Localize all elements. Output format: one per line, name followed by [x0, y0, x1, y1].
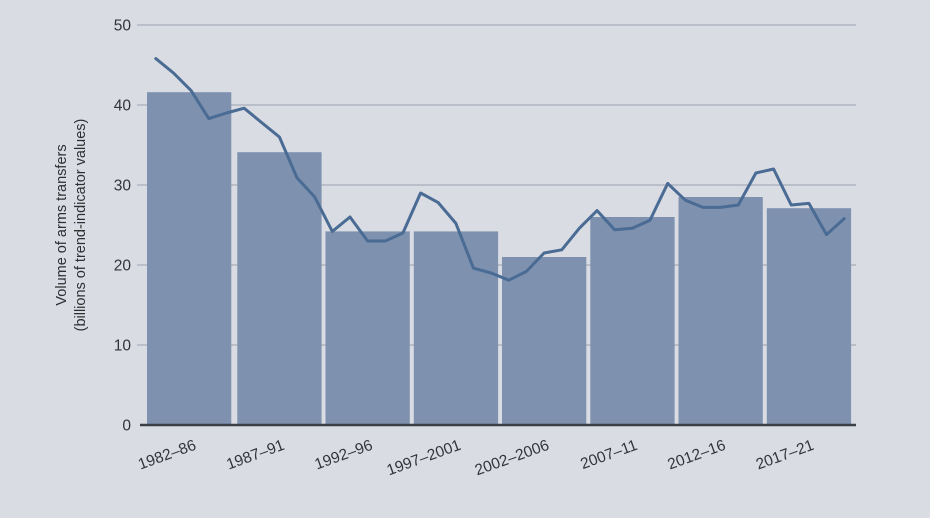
y-tick-label: 20: [114, 258, 132, 275]
y-tick-label: 30: [114, 178, 132, 195]
x-tick-label: 2012–16: [665, 437, 728, 474]
bar: [237, 152, 322, 425]
y-axis-title-line1: Volume of arms transfers: [54, 144, 70, 306]
x-tick-label: 1992–96: [312, 437, 375, 474]
x-tick-label: 1982–86: [136, 437, 199, 474]
bar: [325, 231, 410, 425]
bar: [678, 197, 763, 425]
x-tick-label: 1997–2001: [385, 437, 464, 480]
x-tick-label: 2007–11: [578, 437, 639, 473]
y-axis-title: Volume of arms transfers (billions of tr…: [53, 119, 91, 332]
y-tick-label: 0: [122, 418, 131, 435]
bar: [766, 208, 852, 425]
bar: [590, 217, 675, 425]
x-tick-label: 2017–21: [754, 437, 817, 474]
x-tick-label: 1987–91: [224, 437, 287, 474]
y-tick-label: 50: [114, 18, 132, 35]
bar: [502, 257, 587, 425]
y-tick-label: 10: [114, 338, 132, 355]
trend-line: [154, 57, 846, 282]
x-tick-label: 2002–2006: [473, 437, 552, 480]
y-tick-label: 40: [114, 98, 132, 115]
bar: [147, 92, 232, 425]
y-axis-title-line2: (billions of trend-indicator values): [73, 118, 89, 332]
bar: [413, 231, 499, 425]
